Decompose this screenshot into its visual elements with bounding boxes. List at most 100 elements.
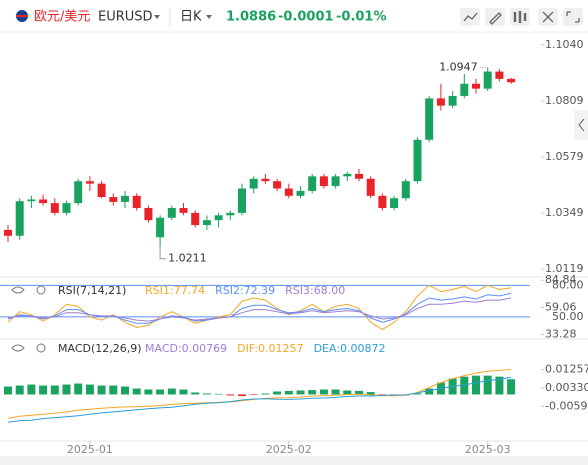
macd-bar	[121, 386, 129, 395]
macd-bar	[156, 389, 165, 395]
candle-body	[296, 190, 305, 196]
y-tick-label: 1.0119	[545, 262, 584, 275]
candle-body	[495, 71, 504, 79]
macd-bar	[202, 393, 211, 395]
macd-bar	[261, 393, 270, 395]
y-tick-label: 1.0579	[545, 150, 584, 163]
period[interactable]: 日K	[180, 10, 202, 25]
eye-icon[interactable]	[11, 344, 25, 352]
annotation-label: 1.0211	[168, 252, 207, 265]
candle-body	[62, 203, 71, 213]
legend-entry: RSI2:72.39	[215, 284, 275, 297]
tool-icon	[513, 11, 527, 23]
candle-body	[226, 212, 235, 216]
macd-bar	[296, 390, 305, 395]
gear-icon[interactable]	[36, 343, 46, 353]
y-tick-label: 0.01257	[545, 363, 588, 376]
change-pct: -0.01%	[336, 10, 387, 25]
macd-bar	[238, 394, 246, 397]
side-toggle-icon	[578, 118, 585, 132]
candle-body	[4, 229, 12, 236]
candle-body	[284, 188, 293, 196]
tool-icon	[542, 11, 554, 23]
candle-body	[179, 208, 188, 213]
candle-body	[308, 176, 317, 191]
scrollbar[interactable]	[0, 456, 588, 465]
candle-body	[355, 173, 363, 179]
candle-body	[238, 188, 246, 213]
tool-icon	[463, 12, 478, 22]
legend-entry: DEA:0.00872	[314, 342, 386, 355]
gear-icon[interactable]	[36, 285, 46, 295]
legend-entry: RSI3:68.00	[285, 284, 345, 297]
candle-body	[319, 176, 328, 187]
indicator-title: RSI(7,14,21)	[58, 284, 126, 297]
macd-bar	[308, 390, 317, 395]
candle-body	[50, 203, 59, 213]
macd-bar	[355, 390, 363, 395]
candle-body	[331, 176, 340, 187]
caret	[154, 15, 160, 19]
candle-body	[132, 195, 141, 209]
candle-body	[413, 139, 422, 182]
macd-bar	[167, 388, 176, 395]
side-toggle[interactable]	[574, 110, 588, 140]
candle-body	[261, 178, 270, 182]
candle-body	[202, 220, 211, 226]
x-tick-label: 2025-01	[67, 443, 113, 456]
tool-button[interactable]	[563, 8, 583, 26]
candle-body	[390, 198, 399, 209]
candle-body	[460, 83, 469, 96]
candle-body	[27, 199, 36, 202]
candle-body	[97, 183, 106, 198]
macd-bar	[144, 389, 153, 395]
macd-bar	[62, 384, 71, 395]
macd-bar	[4, 386, 12, 395]
macd-bar	[191, 392, 200, 395]
annotation-label: 1.0947	[439, 60, 478, 73]
tool-icon	[566, 11, 580, 23]
macd-bar	[97, 385, 106, 395]
candle-body	[249, 178, 258, 189]
change: -0.0001	[278, 10, 334, 25]
macd-bar	[15, 385, 24, 395]
y-tick-label: 1.1040	[545, 38, 584, 51]
macd-bar	[343, 390, 352, 395]
y-tick-label: 1.0809	[545, 94, 584, 107]
eye-icon[interactable]	[11, 286, 25, 294]
level-label: 80.00	[552, 278, 584, 291]
candle-body	[109, 197, 118, 202]
macd-bar	[109, 385, 118, 395]
macd-bar	[366, 392, 375, 395]
macd-bar	[214, 393, 223, 395]
macd-bar	[85, 384, 94, 395]
x-tick-label: 2025-03	[465, 443, 511, 456]
macd-bar	[74, 383, 83, 395]
candle-body	[167, 208, 176, 218]
indicator-title: MACD(12,26,9)	[58, 342, 142, 355]
rsi-icons	[11, 285, 46, 353]
candle-body	[448, 95, 457, 106]
macd-bar	[495, 376, 504, 395]
legend-entry: DIF:0.01257	[237, 342, 303, 355]
candle-body	[214, 215, 223, 221]
series-line	[7, 292, 512, 324]
candle-body	[425, 98, 434, 140]
candle-body	[85, 181, 94, 184]
x-tick-label: 2025-02	[266, 443, 312, 456]
tool-icon	[489, 12, 502, 25]
macd-bar	[50, 385, 59, 395]
candle-body	[401, 181, 410, 199]
legend-entry: MACD:0.00769	[145, 342, 227, 355]
series-line	[7, 376, 512, 423]
candle-body	[121, 195, 129, 202]
macd-bar	[472, 375, 480, 395]
y-tick-label: 1.0349	[545, 206, 584, 219]
series-line	[7, 297, 512, 322]
toolbar	[460, 8, 583, 26]
macd-bar	[179, 389, 188, 395]
symbol[interactable]: EURUSD	[98, 10, 153, 25]
y-tick-label: 84.84	[545, 273, 577, 286]
